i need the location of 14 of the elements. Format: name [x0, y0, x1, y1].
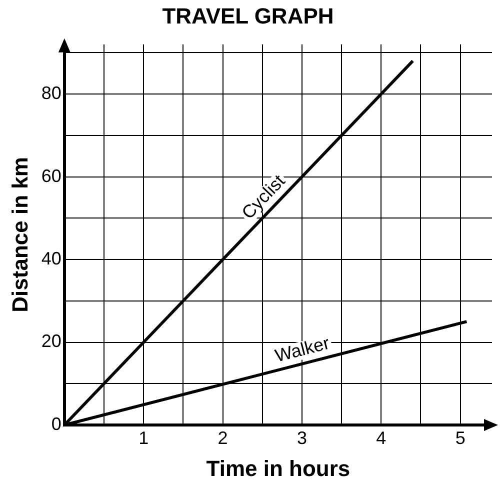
x-tick-label: 1 — [138, 428, 149, 448]
text: Walker — [272, 332, 332, 366]
chart-title: TRAVEL GRAPH — [162, 3, 334, 28]
x-tick-label: 4 — [376, 428, 386, 448]
y-tick-label: 0 — [51, 414, 62, 434]
x-axis-title: Time in hours — [206, 456, 350, 481]
y-tick-label: 40 — [41, 248, 62, 268]
y-tick-label: 20 — [41, 331, 62, 352]
x-tick-label: 3 — [296, 428, 307, 448]
y-tick-label: 80 — [41, 83, 62, 104]
x-tick-label: 5 — [455, 428, 466, 448]
y-tick-label: 60 — [41, 166, 62, 186]
y-axis-title: Distance in km — [7, 157, 32, 312]
x-tick-label: 2 — [218, 428, 228, 448]
